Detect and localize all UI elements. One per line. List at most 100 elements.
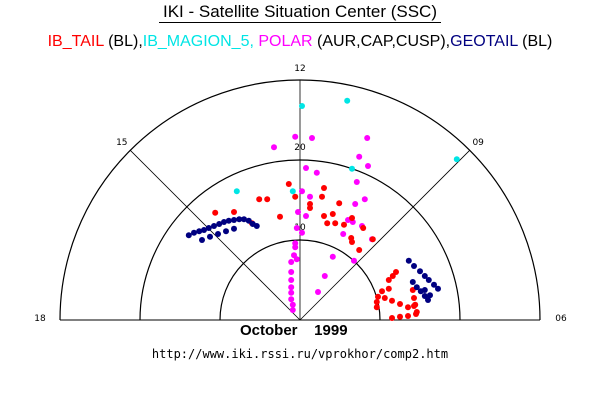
point-geotail: [421, 287, 428, 293]
legend-entry: (BL),: [103, 33, 143, 50]
point-ib_tail: [360, 225, 367, 231]
point-polar: [292, 244, 299, 251]
point-ib_tail: [356, 247, 363, 253]
point-geotail: [431, 281, 437, 288]
point-ib_tail: [373, 299, 380, 305]
point-polar: [289, 307, 296, 313]
point-geotail: [245, 217, 252, 224]
point-geotail: [223, 228, 229, 235]
point-ib_tail: [385, 277, 392, 283]
mlt-label-12: 12: [294, 64, 305, 74]
point-ib_tail: [319, 193, 325, 200]
point-ib_tail: [381, 295, 388, 301]
legend-entry: (BL): [517, 33, 553, 50]
point-ib_tail: [285, 181, 292, 187]
point-polar: [303, 165, 309, 171]
point-ib_magion_5: [233, 188, 240, 195]
point-geotail: [205, 225, 212, 231]
point-ib_tail: [405, 313, 411, 319]
point-polar: [295, 209, 301, 215]
point-ib_tail: [329, 211, 336, 217]
legend-entry: GEOTAIL: [450, 33, 518, 50]
point-ib_magion_5: [299, 103, 305, 109]
mlt-label-09: 09: [472, 138, 484, 148]
point-polar: [307, 193, 313, 200]
point-ib_tail: [349, 239, 355, 245]
point-polar: [299, 188, 305, 195]
point-geotail: [196, 228, 203, 235]
point-polar: [292, 133, 299, 140]
point-ib_tail: [385, 285, 392, 292]
legend: IB_TAIL (BL),IB_MAGION_5, POLAR (AUR,CAP…: [0, 33, 600, 51]
mlt-spoke: [299, 150, 470, 321]
point-ib_magion_5: [453, 156, 460, 163]
date-label: October 1999: [240, 322, 348, 339]
point-geotail: [421, 273, 428, 279]
point-geotail: [216, 221, 223, 227]
point-geotail: [221, 219, 227, 225]
point-ib_tail: [307, 205, 313, 211]
point-polar: [361, 196, 368, 203]
point-geotail: [417, 268, 423, 275]
point-polar: [315, 289, 321, 295]
grid: [59, 79, 541, 321]
point-geotail: [225, 217, 232, 224]
point-geotail: [215, 231, 221, 237]
point-polar: [351, 257, 357, 264]
point-geotail: [405, 257, 412, 264]
point-polar: [293, 225, 300, 231]
point-geotail: [191, 229, 197, 236]
chart-title: IKI - Satellite Situation Center (SSC): [0, 2, 600, 23]
point-polar: [365, 163, 371, 169]
point-ib_tail: [412, 301, 419, 308]
point-ib_tail: [373, 304, 380, 311]
point-ib_tail: [389, 315, 395, 321]
point-polar: [299, 229, 305, 236]
legend-entry: (AUR,CAP,CUSP),: [312, 33, 451, 50]
point-ib_magion_5: [289, 188, 296, 195]
point-geotail: [207, 233, 213, 240]
point-ib_tail: [379, 288, 385, 295]
point-polar: [288, 284, 295, 291]
point-geotail: [253, 223, 260, 229]
point-ib_tail: [341, 221, 347, 228]
point-geotail: [236, 216, 243, 223]
point-polar: [289, 301, 296, 308]
point-ib_tail: [292, 193, 299, 200]
point-ib_tail: [349, 215, 355, 221]
point-ib_tail: [231, 209, 237, 215]
point-geotail: [421, 293, 428, 299]
point-polar: [340, 231, 347, 237]
point-ib_tail: [405, 304, 411, 311]
mlt-label-15: 15: [116, 138, 127, 148]
point-geotail: [211, 223, 217, 229]
point-ib_tail: [369, 236, 376, 243]
legend-entry: POLAR: [258, 33, 313, 50]
point-polar: [271, 144, 277, 151]
point-ib_tail: [212, 209, 219, 216]
point-polar: [303, 213, 309, 219]
point-ib_tail: [397, 301, 403, 307]
legend-entry: IB_TAIL: [47, 33, 104, 50]
ring-label-10: 10: [294, 223, 306, 233]
point-polar: [321, 273, 328, 279]
point-geotail: [201, 227, 207, 233]
point-ib_tail: [389, 297, 395, 304]
title-text: IKI - Satellite Situation Center (SSC): [158, 2, 441, 23]
mlt-spoke: [130, 150, 301, 321]
point-geotail: [241, 216, 247, 223]
point-ib_tail: [321, 213, 327, 219]
point-geotail: [231, 225, 237, 232]
point-ib_tail: [324, 220, 331, 227]
point-polar: [313, 169, 320, 176]
point-ib_tail: [256, 196, 263, 203]
point-polar: [293, 256, 300, 263]
mlt-label-18: 18: [34, 314, 46, 324]
point-polar: [288, 277, 295, 283]
point-geotail: [185, 232, 192, 239]
point-polar: [352, 201, 359, 207]
source-url[interactable]: http://www.iki.rssi.ru/vprokhor/comp2.ht…: [151, 347, 449, 361]
legend-entry: IB_MAGION_5,: [142, 33, 259, 50]
point-ib_tail: [375, 293, 381, 300]
